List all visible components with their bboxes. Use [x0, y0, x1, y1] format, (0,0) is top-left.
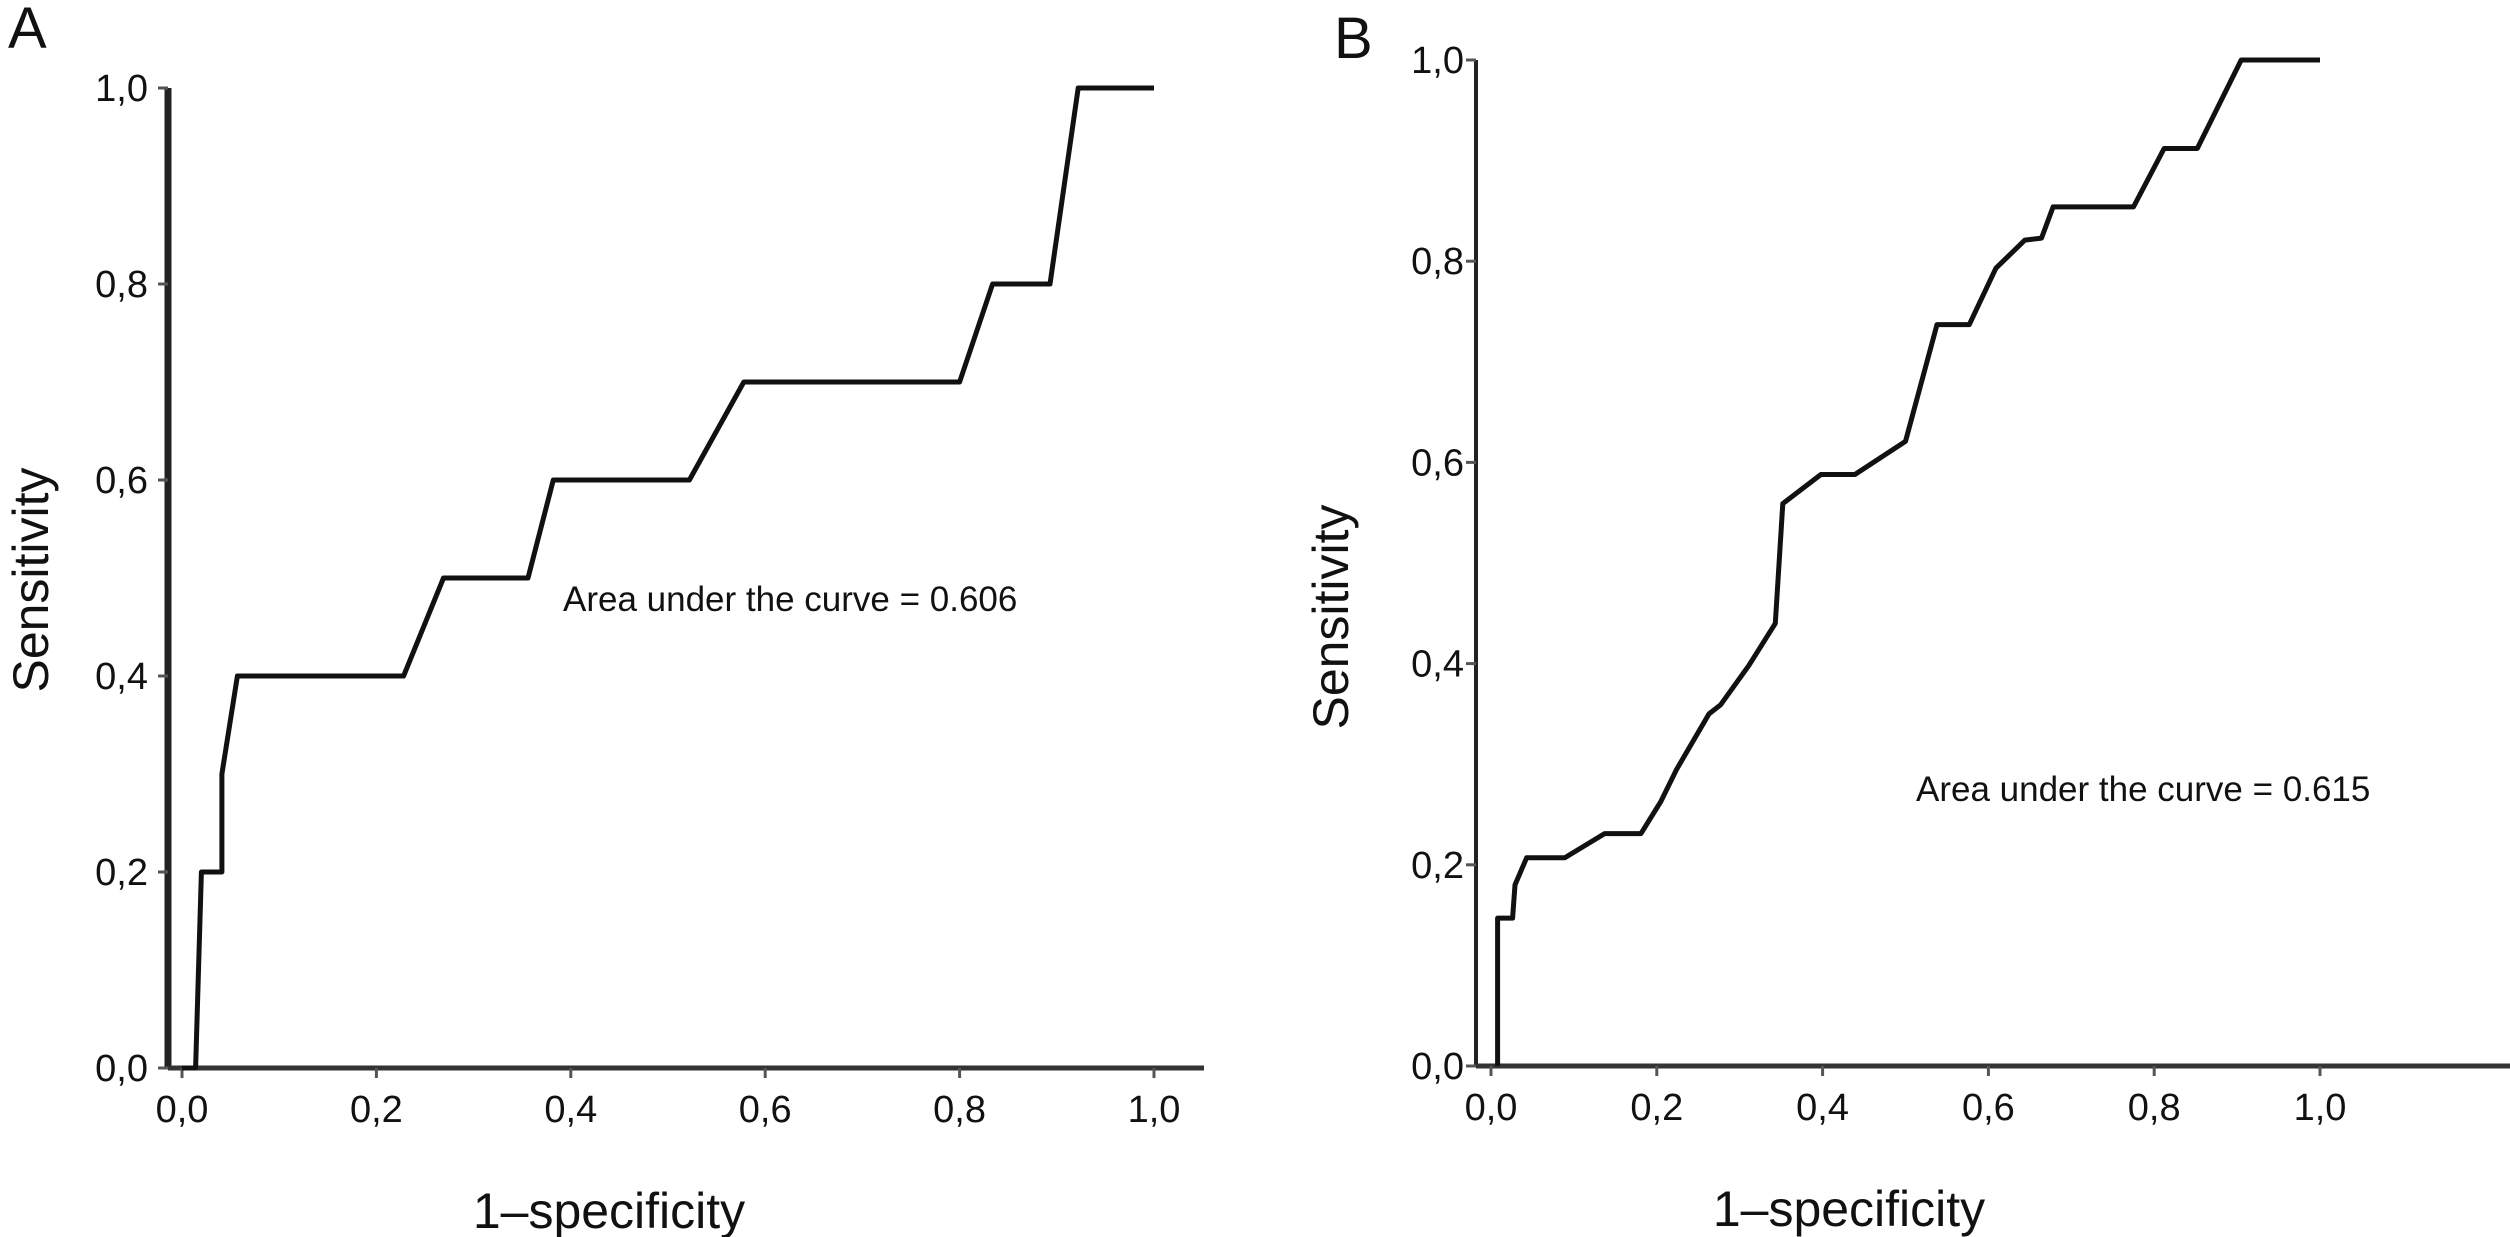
panel-label-b: B [1334, 6, 1373, 71]
roc-curve-b [1495, 57, 2320, 1066]
y-tick-label-b: 0,6 [1411, 442, 1464, 484]
y-axis-title-a: Sensitivity [3, 467, 59, 692]
x-tick-label-b: 0,8 [2128, 1087, 2181, 1129]
x-tick-label-a: 0,8 [933, 1089, 986, 1131]
x-axis-title-b: 1–specificity [1713, 1181, 1985, 1237]
x-tick-label-a: 0,0 [156, 1089, 209, 1131]
y-tick-label-b: 1,0 [1411, 40, 1464, 82]
x-tick-label-b: 0,4 [1796, 1087, 1849, 1129]
x-axis-title-a: 1–specificity [473, 1183, 745, 1237]
x-tick-label-b: 0,0 [1465, 1087, 1518, 1129]
y-tick-label-b: 0,8 [1411, 241, 1464, 283]
y-tick-label-a: 0,8 [95, 264, 148, 306]
auc-annotation-b: Area under the curve = 0.615 [1916, 770, 2370, 809]
panel-a: A 1–specificity Sensitivity Area under t… [3, 0, 1204, 1237]
y-tick-label-a: 0,6 [95, 460, 148, 502]
y-tick-label-b: 0,4 [1411, 644, 1464, 686]
x-tick-label-a: 0,4 [544, 1089, 597, 1131]
x-tick-label-b: 1,0 [2294, 1087, 2347, 1129]
x-tick-label-b: 0,2 [1630, 1087, 1683, 1129]
auc-annotation-a: Area under the curve = 0.606 [563, 580, 1017, 619]
y-axis-title-b: Sensitivity [1303, 504, 1359, 729]
x-tick-label-a: 1,0 [1128, 1089, 1181, 1131]
x-tick-label-a: 0,2 [350, 1089, 403, 1131]
x-tick-label-a: 0,6 [739, 1089, 792, 1131]
y-tick-label-a: 1,0 [95, 68, 148, 110]
y-tick-label-a: 0,2 [95, 852, 148, 894]
x-tick-label-b: 0,6 [1962, 1087, 2015, 1129]
panel-label-a: A [8, 0, 47, 61]
y-tick-label-a: 0,4 [95, 656, 148, 698]
panel-b: B 1–specificity Sensitivity Area under t… [1303, 6, 2510, 1237]
y-tick-label-b: 0,0 [1411, 1046, 1464, 1088]
y-tick-label-b: 0,2 [1411, 845, 1464, 887]
roc-curve-a [182, 85, 1154, 1071]
y-tick-label-a: 0,0 [95, 1048, 148, 1090]
